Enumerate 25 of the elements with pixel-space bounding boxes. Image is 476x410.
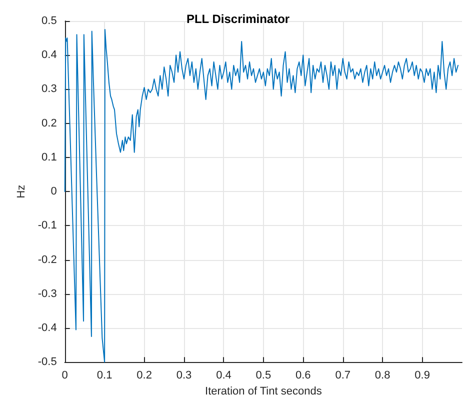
- x-tick-label: 0.5: [256, 370, 272, 382]
- x-tick-label: 0.6: [295, 370, 311, 382]
- y-tick-label: -0.2: [38, 254, 57, 266]
- x-tick-label: 0.9: [414, 370, 430, 382]
- x-tick-label: 0: [62, 370, 68, 382]
- chart-title: PLL Discriminator: [186, 12, 290, 26]
- y-axis-title: Hz: [16, 184, 28, 198]
- y-tick-label: 0.1: [42, 151, 57, 164]
- x-tick-label: 0.1: [96, 370, 112, 382]
- y-tick-label: 0: [50, 186, 57, 198]
- y-tick-label: 0.2: [42, 117, 57, 130]
- y-tick-label: -0.4: [38, 322, 57, 334]
- line-series: [64, 29, 459, 363]
- y-tick-label: -0.1: [38, 220, 57, 232]
- x-tick-label: 0.7: [335, 370, 351, 382]
- y-tick-label: -0.3: [38, 288, 57, 300]
- y-tick-label: 0.5: [42, 15, 57, 27]
- y-tick-label: -0.5: [38, 356, 57, 368]
- x-tick-label: 0.2: [136, 370, 152, 382]
- x-tick-label: 0.4: [216, 370, 232, 382]
- x-axis-title: Iteration of Tint seconds: [205, 386, 322, 398]
- x-tick-label: 0.8: [374, 370, 390, 382]
- x-tick-label: 0.3: [176, 370, 192, 382]
- y-tick-label: 0.3: [42, 83, 57, 96]
- y-tick-label: 0.4: [42, 49, 57, 62]
